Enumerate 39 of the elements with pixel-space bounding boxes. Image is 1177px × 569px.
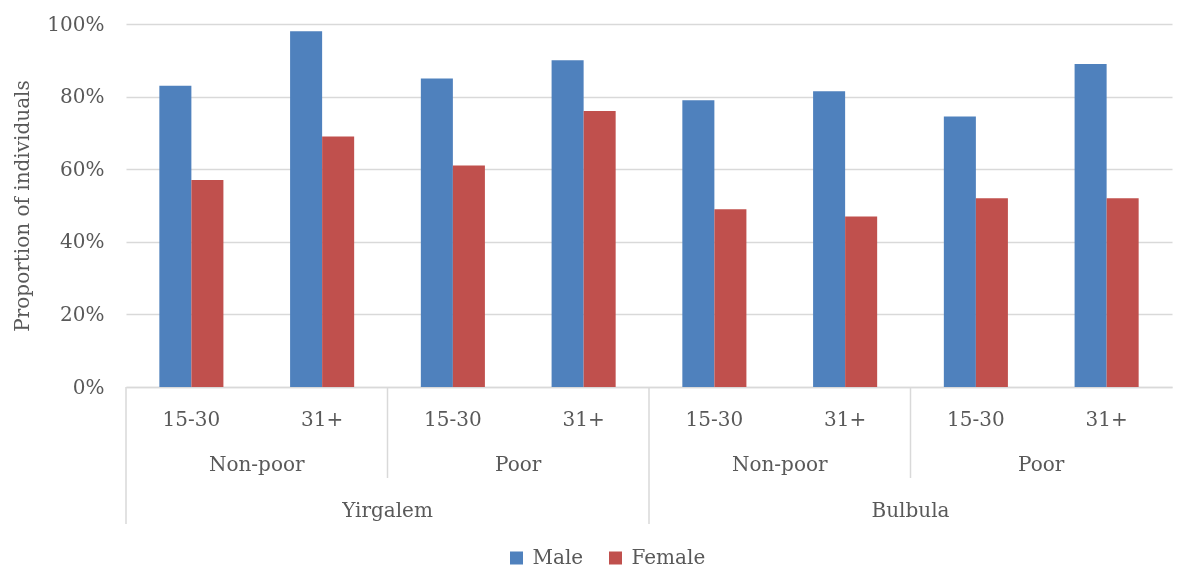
x-tick-label: 15-30	[424, 406, 482, 431]
y-tick-label: 100%	[47, 11, 105, 36]
y-tick-label: 60%	[60, 156, 105, 181]
bar	[682, 100, 715, 387]
text: Non-poor	[208, 452, 305, 476]
text: Poor	[495, 452, 542, 476]
bar	[290, 31, 323, 387]
y-tick-label: 0%	[72, 374, 105, 399]
bar	[1106, 198, 1139, 387]
legend-label: Male	[532, 545, 584, 569]
bar	[1074, 63, 1107, 387]
bar	[975, 198, 1008, 387]
bar	[452, 165, 485, 387]
text: Non-poor	[731, 452, 828, 476]
bar	[943, 116, 976, 387]
bar	[583, 111, 616, 387]
bar	[845, 216, 878, 387]
bar	[813, 91, 846, 387]
text: Poor	[1018, 452, 1065, 476]
y-axis-title: Proportion of individuals	[10, 80, 35, 332]
x-tick-label: 15-30	[162, 406, 221, 431]
bar	[322, 136, 355, 387]
bar	[420, 78, 453, 387]
y-tick-label: 40%	[60, 229, 105, 254]
text: Yirgalem	[341, 498, 433, 522]
legend-label: Female	[631, 545, 706, 569]
bar	[714, 209, 747, 387]
y-tick-label: 80%	[60, 84, 105, 109]
bar	[191, 180, 224, 387]
bar	[159, 85, 192, 387]
x-tick-label: 31+	[824, 406, 867, 431]
text: Bulbula	[871, 498, 950, 522]
x-tick-label: 31+	[1085, 406, 1128, 431]
bar	[551, 60, 584, 387]
x-tick-label: 15-30	[685, 406, 744, 431]
x-tick-label: 31+	[562, 406, 605, 431]
x-tick-label: 31+	[301, 406, 344, 431]
y-tick-label: 20%	[60, 301, 105, 326]
x-tick-label: 15-30	[947, 406, 1005, 431]
